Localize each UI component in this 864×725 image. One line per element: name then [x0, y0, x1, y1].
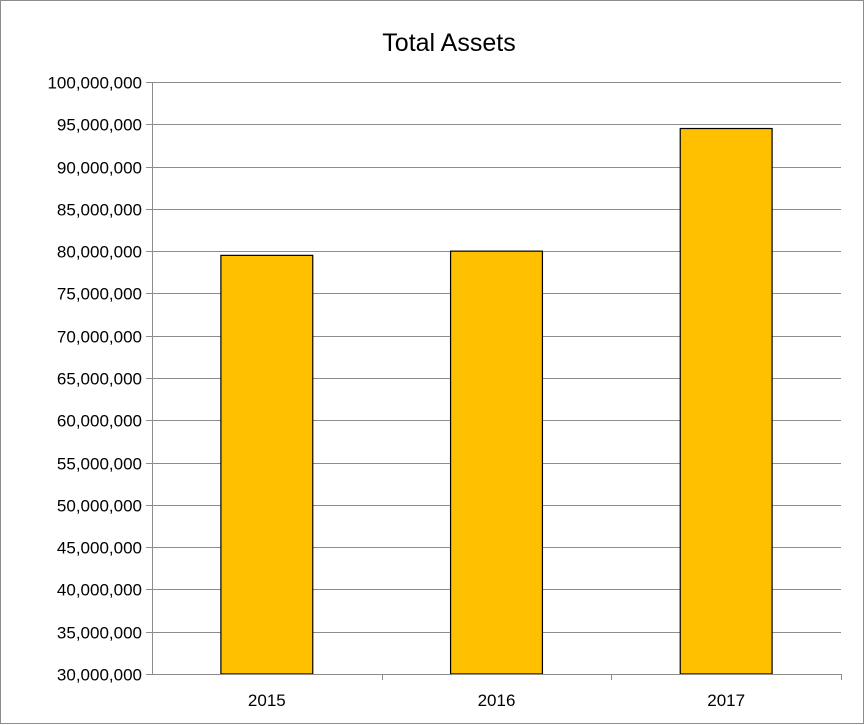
- y-tick-label: 35,000,000: [57, 624, 142, 643]
- y-tick-label: 60,000,000: [57, 412, 142, 431]
- y-tick-label: 70,000,000: [57, 328, 142, 347]
- y-tick-label: 100,000,000: [47, 74, 142, 93]
- x-tick-label: 2016: [478, 691, 516, 710]
- axes: [146, 82, 842, 680]
- bar-2016: [449, 250, 544, 675]
- y-tick-label: 55,000,000: [57, 455, 142, 474]
- y-tick-label: 30,000,000: [57, 666, 142, 685]
- bar-2017: [679, 127, 773, 675]
- bar-2015: [220, 254, 314, 675]
- y-tick-label: 75,000,000: [57, 285, 142, 304]
- chart-title: Total Assets: [382, 29, 515, 57]
- y-tick-label: 65,000,000: [57, 370, 142, 389]
- bars: [220, 127, 773, 675]
- x-axis-tick-labels: 2015 2016 2017: [248, 691, 745, 710]
- y-tick-label: 80,000,000: [57, 243, 142, 262]
- x-tick-label: 2017: [707, 691, 745, 710]
- y-tick-label: 85,000,000: [57, 201, 142, 220]
- x-tick-label: 2015: [248, 691, 286, 710]
- y-tick-label: 90,000,000: [57, 159, 142, 178]
- y-tick-label: 45,000,000: [57, 539, 142, 558]
- y-tick-label: 40,000,000: [57, 581, 142, 600]
- y-tick-label: 50,000,000: [57, 497, 142, 516]
- y-axis-tick-labels: 30,000,000 35,000,000 40,000,000 45,000,000…: [47, 74, 142, 685]
- y-tick-label: 95,000,000: [57, 116, 142, 135]
